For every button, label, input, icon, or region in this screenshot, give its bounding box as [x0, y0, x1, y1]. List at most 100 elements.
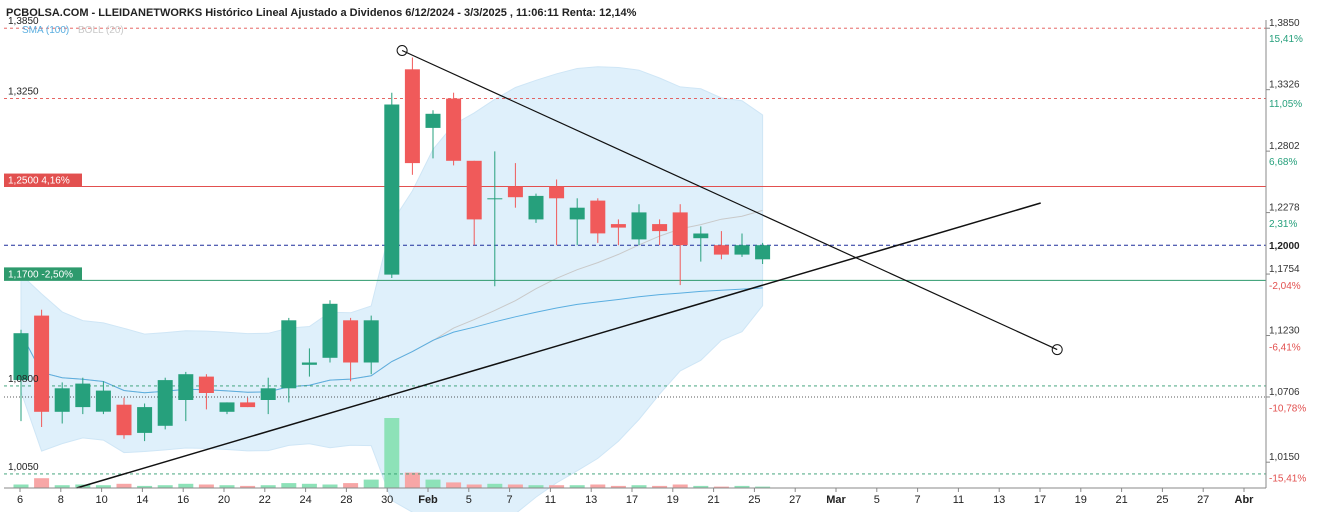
x-tick-label: Mar: [826, 494, 846, 506]
x-tick-label: 30: [381, 494, 393, 506]
resistance-tag: [4, 173, 82, 187]
volume-bar: [425, 479, 441, 488]
volume-bar: [54, 485, 70, 488]
y-tick-label: 1,0150: [1269, 452, 1300, 463]
left-level-label: 1,3250: [8, 87, 39, 98]
candle-body: [240, 402, 256, 408]
candle-body: [487, 198, 503, 200]
volume-bar: [528, 485, 544, 488]
volume-bar: [549, 485, 565, 488]
volume-bar: [672, 484, 688, 488]
trend-line-start-handle: [396, 45, 408, 56]
percent-tick-label: 15,41%: [1269, 34, 1303, 45]
volume-bar: [281, 483, 297, 488]
candle-body: [610, 224, 626, 228]
x-tick-label: 19: [1075, 494, 1087, 506]
candle-body: [652, 224, 668, 232]
candle-body: [384, 104, 400, 275]
x-tick-label: Feb: [418, 494, 438, 506]
percent-tick-label: -2,04%: [1269, 281, 1301, 292]
candle-body: [713, 245, 729, 255]
x-tick-label: 17: [1034, 494, 1046, 506]
volume-bar: [631, 485, 647, 488]
x-tick-label: 21: [1115, 494, 1127, 506]
trend-lines: [76, 45, 1063, 489]
candle-body: [466, 160, 482, 220]
y-tick-label: 1,1230: [1269, 326, 1300, 337]
volume-bar: [569, 485, 585, 488]
percent-tick-label: -10,78%: [1269, 403, 1306, 414]
candle-body: [137, 407, 153, 433]
y-tick-label: 1,1754: [1269, 264, 1300, 275]
descending-trend-line: [401, 49, 1058, 351]
x-tick-label: 13: [993, 494, 1005, 506]
x-tick-label: 27: [1197, 494, 1209, 506]
ascending-trend-line: [76, 202, 1041, 489]
axes: 1,3850 1,3326 1,2802 1,2278 1,1754 1,1230 1,07…: [4, 18, 1306, 506]
volume-bar: [116, 483, 132, 488]
candle-body: [425, 113, 441, 128]
x-tick-label: 17: [626, 494, 638, 506]
candle-body: [54, 388, 70, 412]
x-tick-label: 21: [707, 494, 719, 506]
candle-body: [301, 362, 317, 365]
candle-body: [549, 186, 565, 199]
candle-body: [322, 303, 338, 358]
left-level-label: 1,0050: [8, 462, 39, 473]
x-tick-label: 11: [545, 494, 556, 506]
x-tick-label: 5: [874, 494, 880, 506]
support-tag: [4, 267, 82, 281]
candle-body: [672, 212, 688, 246]
volume-bar: [713, 486, 729, 488]
volume-bar: [95, 485, 111, 488]
candle-body: [631, 212, 647, 240]
current-price-tag-bg: [1267, 238, 1315, 253]
volume-bar: [755, 486, 771, 488]
percent-tick-label: 2,31%: [1269, 219, 1297, 230]
volume-bar: [198, 484, 214, 488]
percent-tick-label: 6,68%: [1269, 157, 1297, 168]
x-tick-label: 10: [95, 494, 107, 506]
x-tick-label: 24: [299, 494, 311, 506]
percent-tick-label: 11,05%: [1269, 99, 1302, 110]
left-level-label: 1,3850: [8, 16, 39, 27]
candle-body: [13, 333, 29, 381]
candle-body: [260, 388, 276, 400]
x-tick-label: 8: [58, 494, 64, 506]
boll-indicator-label: BOLL (20): [78, 25, 124, 36]
volume-bar: [13, 484, 29, 488]
chart-title: PCBOLSA.COM - LLEIDANETWORKS Histórico L…: [6, 7, 637, 19]
percent-tick-label: -6,41%: [1269, 342, 1301, 353]
volume-bar: [384, 418, 400, 488]
candle-body: [569, 207, 585, 220]
x-tick-label: 11: [953, 494, 964, 506]
volume-bar: [322, 484, 338, 488]
x-tick-label: Abr: [1235, 494, 1255, 506]
volume-bar: [260, 485, 276, 488]
labels: 1,3850 1,3250 1,0800 1,0050 1,2500 4,16% 1,20…: [4, 16, 1315, 473]
volume-bar: [219, 485, 235, 488]
sma-indicator-label: SMA (100): [22, 25, 69, 36]
x-tick-label: 6: [17, 494, 23, 506]
y-tick-label: 1,3850: [1269, 18, 1300, 29]
left-level-label: 1,0800: [8, 374, 39, 385]
volume-bar: [301, 483, 317, 488]
candle-body: [528, 195, 544, 220]
x-tick-label: 19: [667, 494, 679, 506]
candle-body: [281, 320, 297, 389]
y-tick-label: 1,2278: [1269, 203, 1300, 214]
volume-bar: [466, 484, 482, 488]
volume-bar: [137, 485, 153, 488]
x-tick-label: 5: [466, 494, 472, 506]
volume-bar: [734, 485, 750, 488]
current-price-label: 1,2000: [1269, 241, 1300, 252]
candle-body: [198, 376, 214, 393]
volume-bar: [693, 485, 709, 488]
candle-body: [343, 320, 359, 363]
volume-bar: [652, 485, 668, 488]
x-tick-label: 27: [789, 494, 801, 506]
x-tick-label: 14: [136, 494, 148, 506]
candle-body: [404, 69, 420, 164]
